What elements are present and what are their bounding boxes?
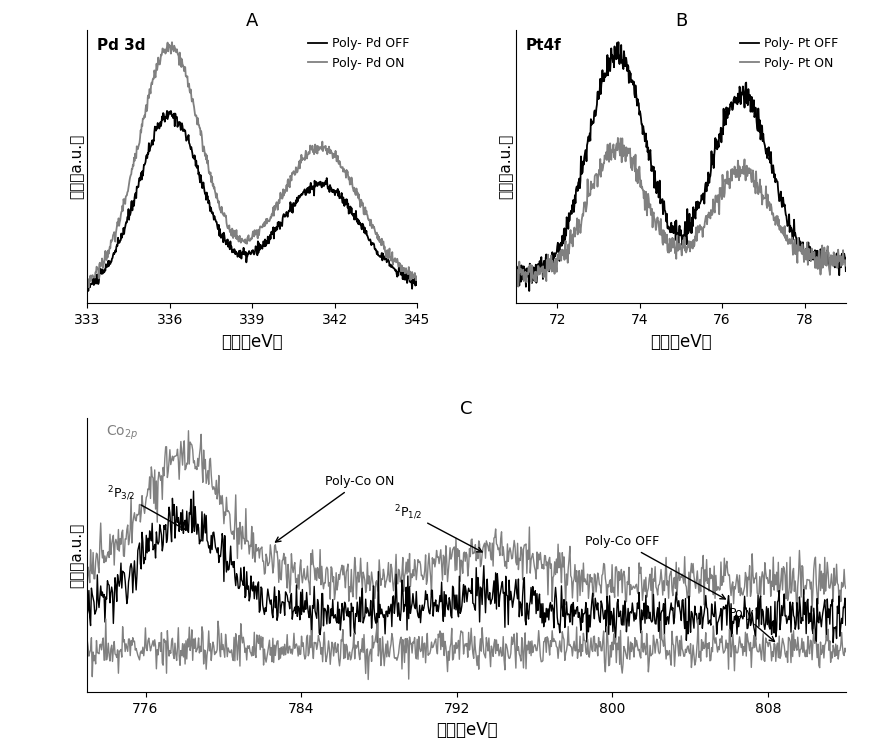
Poly- Pd OFF [277, 214, 288, 222]
Text: $^{2}$P$_{3/2}$: $^{2}$P$_{3/2}$ [107, 485, 185, 529]
X-axis label: 能级（eV）: 能级（eV） [651, 333, 712, 350]
Poly- Pt OFF [511, 279, 521, 288]
Poly- Pt ON [760, 193, 771, 202]
Poly- Pt ON [732, 173, 743, 182]
Text: Co$_{2p}$: Co$_{2p}$ [106, 424, 139, 442]
Poly- Pd OFF [331, 186, 342, 195]
Y-axis label: 强度（a.u.）: 强度（a.u.） [498, 134, 514, 199]
Poly- Pd OFF [162, 106, 173, 115]
Poly- Pd OFF [303, 184, 314, 193]
Title: B: B [675, 12, 687, 30]
Poly- Pt OFF [661, 217, 671, 226]
Poly- Pd ON [168, 42, 179, 51]
Poly- Pt OFF [706, 147, 717, 155]
Poly- Pd ON [84, 283, 94, 292]
Poly- Pt ON [511, 275, 521, 283]
Legend: Poly- Pt OFF, Poly- Pt ON: Poly- Pt OFF, Poly- Pt ON [735, 32, 843, 74]
Poly- Pt OFF [596, 80, 607, 89]
Text: $^{2}$P$_{1/2}$: $^{2}$P$_{1/2}$ [394, 504, 482, 552]
Poly- Pt OFF [732, 100, 743, 109]
Poly- Pt ON [841, 261, 851, 270]
Poly- Pt ON [569, 232, 580, 241]
Poly- Pt OFF [569, 190, 580, 199]
Poly- Pd ON [331, 157, 342, 166]
Text: Poly-Co ON: Poly-Co ON [276, 475, 394, 542]
Poly- Pd OFF [83, 286, 93, 295]
Poly- Pt OFF [613, 38, 623, 47]
Poly- Pd OFF [232, 252, 242, 261]
Poly- Pt OFF [524, 286, 535, 295]
Poly- Pt OFF [760, 146, 771, 155]
Text: Poly-Co OFF: Poly-Co OFF [585, 536, 726, 599]
Y-axis label: 强度（a.u.）: 强度（a.u.） [70, 134, 85, 199]
Poly- Pt ON [513, 282, 523, 291]
Poly- Pd OFF [82, 278, 92, 287]
Line: Poly- Pd OFF: Poly- Pd OFF [87, 111, 417, 291]
Poly- Pd OFF [168, 114, 179, 123]
Poly- Pd ON [82, 275, 92, 283]
Poly- Pd ON [167, 38, 177, 47]
Line: Poly- Pt OFF: Poly- Pt OFF [516, 42, 846, 291]
Text: Pd 3d: Pd 3d [97, 38, 146, 53]
Line: Poly- Pt ON: Poly- Pt ON [516, 138, 846, 286]
Y-axis label: 强度（a.u.）: 强度（a.u.） [70, 522, 85, 588]
Text: Poly: Poly [729, 607, 774, 641]
Poly- Pd ON [412, 272, 422, 280]
Legend: Poly- Pd OFF, Poly- Pd ON: Poly- Pd OFF, Poly- Pd ON [303, 32, 414, 74]
Title: C: C [460, 400, 473, 418]
Poly- Pt ON [596, 159, 607, 168]
Poly- Pt ON [706, 210, 717, 219]
Poly- Pd OFF [412, 273, 422, 282]
Poly- Pd ON [277, 193, 288, 202]
Poly- Pd OFF [141, 152, 152, 161]
Poly- Pt ON [613, 133, 623, 142]
Poly- Pd ON [303, 147, 314, 156]
X-axis label: 能级（eV）: 能级（eV） [221, 333, 283, 350]
X-axis label: 能级（eV）: 能级（eV） [436, 721, 497, 740]
Poly- Pt OFF [841, 266, 851, 275]
Text: Pt4f: Pt4f [526, 38, 562, 53]
Line: Poly- Pd ON: Poly- Pd ON [87, 42, 417, 287]
Poly- Pt ON [661, 238, 671, 247]
Title: A: A [246, 12, 258, 30]
Poly- Pd ON [232, 232, 242, 241]
Poly- Pd ON [141, 100, 152, 109]
